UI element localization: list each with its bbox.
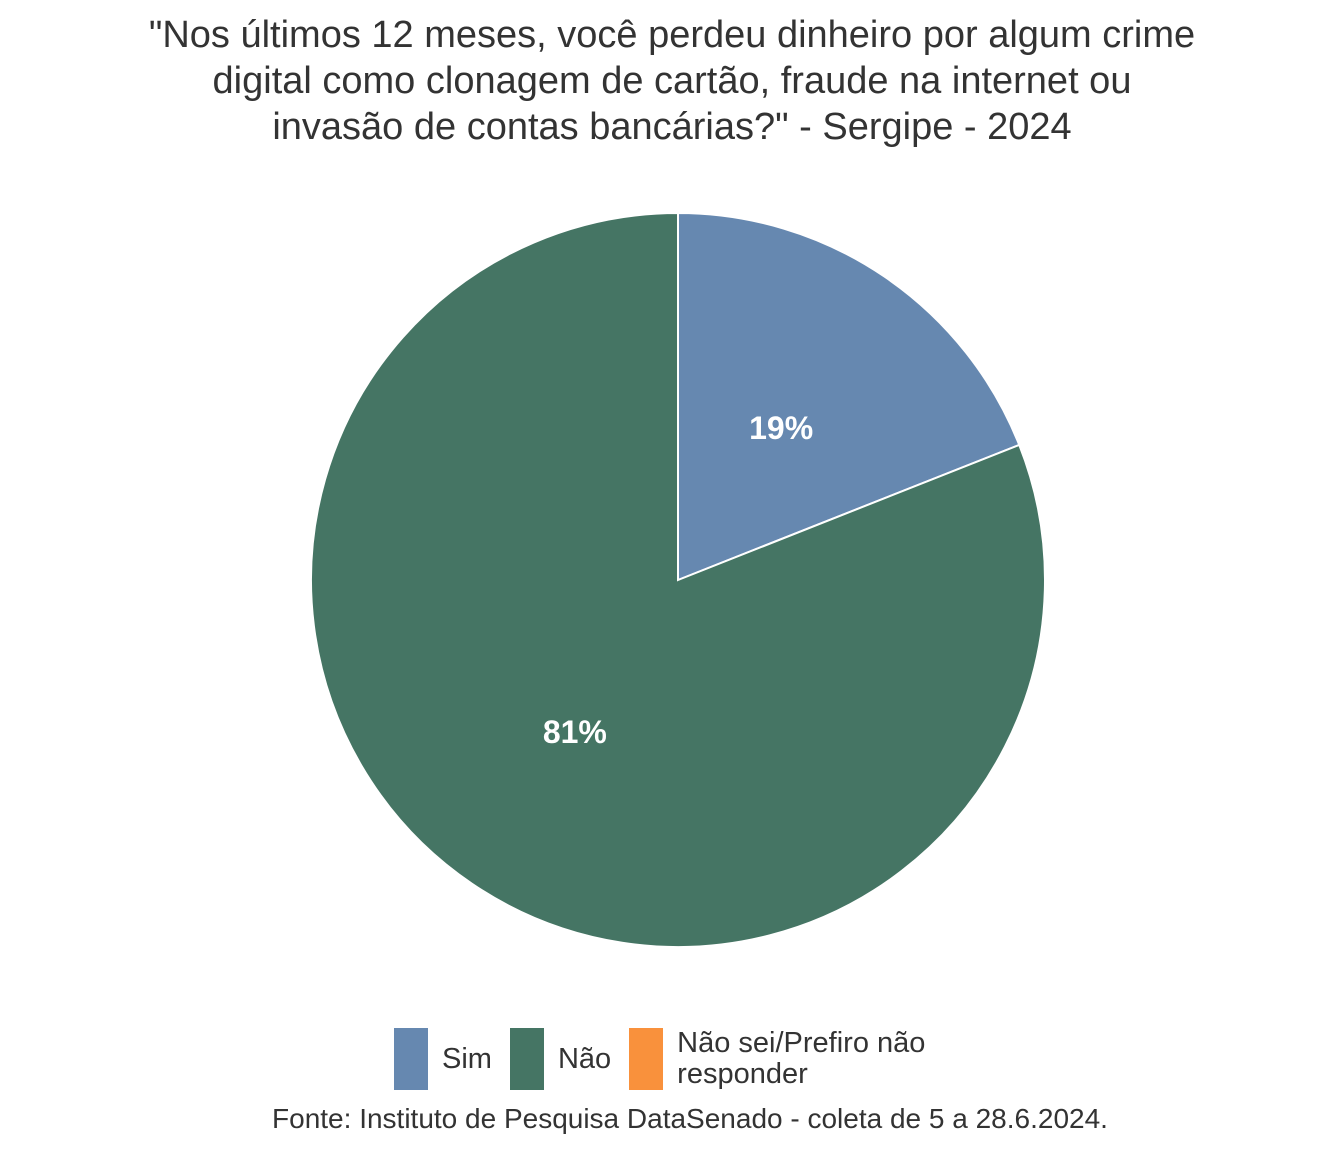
legend-label-sim: Sim [442, 1042, 492, 1075]
slice-label-sim: 19% [749, 410, 813, 446]
legend-item-sim: Sim [394, 1028, 492, 1090]
legend-label-nao: Não [557, 1042, 612, 1075]
chart-title-line-2: digital como clonagem de cartão, fraude … [212, 60, 1132, 102]
legend-swatch-sim [394, 1028, 428, 1090]
legend-swatch-nao-sei [629, 1028, 664, 1090]
pie-chart: 19% 81% [310, 211, 1046, 948]
chart-title: "Nos últimos 12 meses, você perdeu dinhe… [0, 12, 1344, 150]
pie-slice-nao [310, 211, 1046, 948]
chart-title-line-1: "Nos últimos 12 meses, você perdeu dinhe… [148, 14, 1196, 56]
pie-slice-sim [677, 211, 1021, 582]
legend-item-nao-sei: Não sei/Prefiro não responder [629, 1028, 967, 1090]
slice-label-nao: 81% [543, 714, 607, 750]
source-caption: Fonte: Instituto de Pesquisa DataSenado … [272, 1103, 1108, 1134]
legend: Sim Não Não sei/Prefiro não responder [394, 1025, 985, 1093]
legend-swatch-nao [509, 1028, 544, 1090]
legend-item-nao: Não [509, 1028, 612, 1090]
legend-label-nao-sei: Não sei/Prefiro não responder [677, 1027, 926, 1090]
chart-title-line-3: invasão de contas bancárias?" - Sergipe … [272, 106, 1072, 148]
